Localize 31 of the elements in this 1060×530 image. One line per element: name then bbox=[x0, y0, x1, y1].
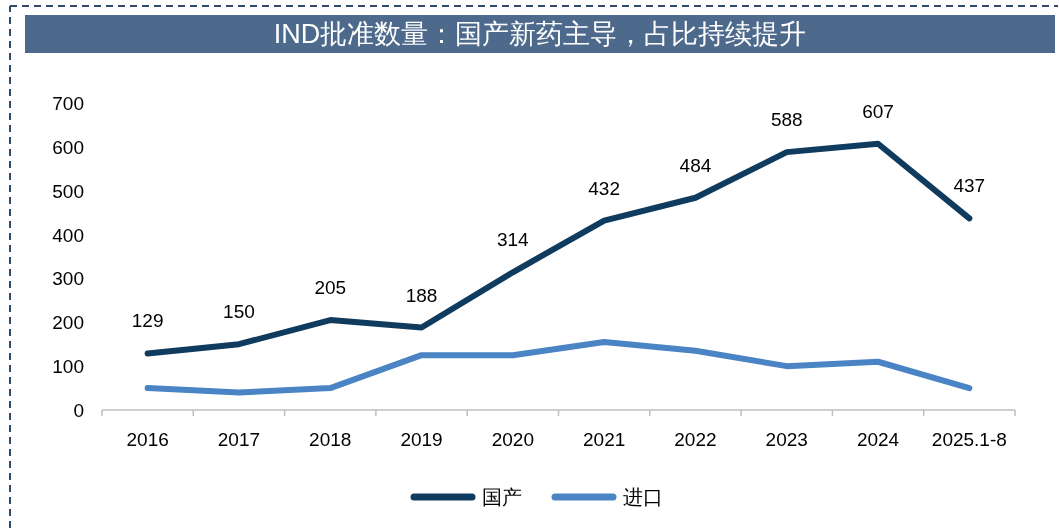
x-tick-label: 2022 bbox=[674, 429, 717, 450]
data-label: 432 bbox=[588, 177, 620, 199]
data-label: 437 bbox=[953, 175, 986, 197]
data-label: 607 bbox=[862, 100, 894, 122]
y-tick-label: 0 bbox=[73, 400, 84, 421]
legend-label: 国产 bbox=[482, 486, 522, 508]
x-tick-label: 2024 bbox=[856, 429, 900, 450]
y-tick-label: 500 bbox=[52, 180, 84, 202]
data-label: 484 bbox=[679, 154, 712, 176]
data-label: 205 bbox=[314, 277, 347, 299]
x-tick-label: 2023 bbox=[765, 429, 808, 450]
data-label: 188 bbox=[405, 284, 438, 306]
x-tick-label: 2019 bbox=[400, 429, 443, 450]
x-tick-label: 2017 bbox=[217, 429, 261, 450]
y-tick-label: 700 bbox=[52, 93, 84, 114]
data-label: 588 bbox=[770, 109, 803, 131]
x-tick-label: 2020 bbox=[491, 429, 534, 450]
y-tick-label: 200 bbox=[52, 312, 84, 334]
data-label: 150 bbox=[223, 301, 255, 323]
y-tick-label: 300 bbox=[52, 268, 84, 290]
y-tick-label: 600 bbox=[52, 136, 84, 158]
x-tick-label: 2016 bbox=[126, 429, 169, 450]
x-tick-label: 2018 bbox=[309, 429, 352, 450]
y-tick-label: 100 bbox=[52, 356, 84, 378]
chart-title: IND批准数量：国产新药主导，占比持续提升 bbox=[273, 19, 807, 49]
data-label: 314 bbox=[497, 229, 530, 251]
legend-label: 进口 bbox=[623, 486, 663, 508]
x-tick-label: 2021 bbox=[583, 429, 626, 450]
y-tick-label: 400 bbox=[52, 224, 84, 246]
x-tick-label: 2025.1-8 bbox=[931, 429, 1007, 450]
data-label: 129 bbox=[131, 310, 164, 332]
